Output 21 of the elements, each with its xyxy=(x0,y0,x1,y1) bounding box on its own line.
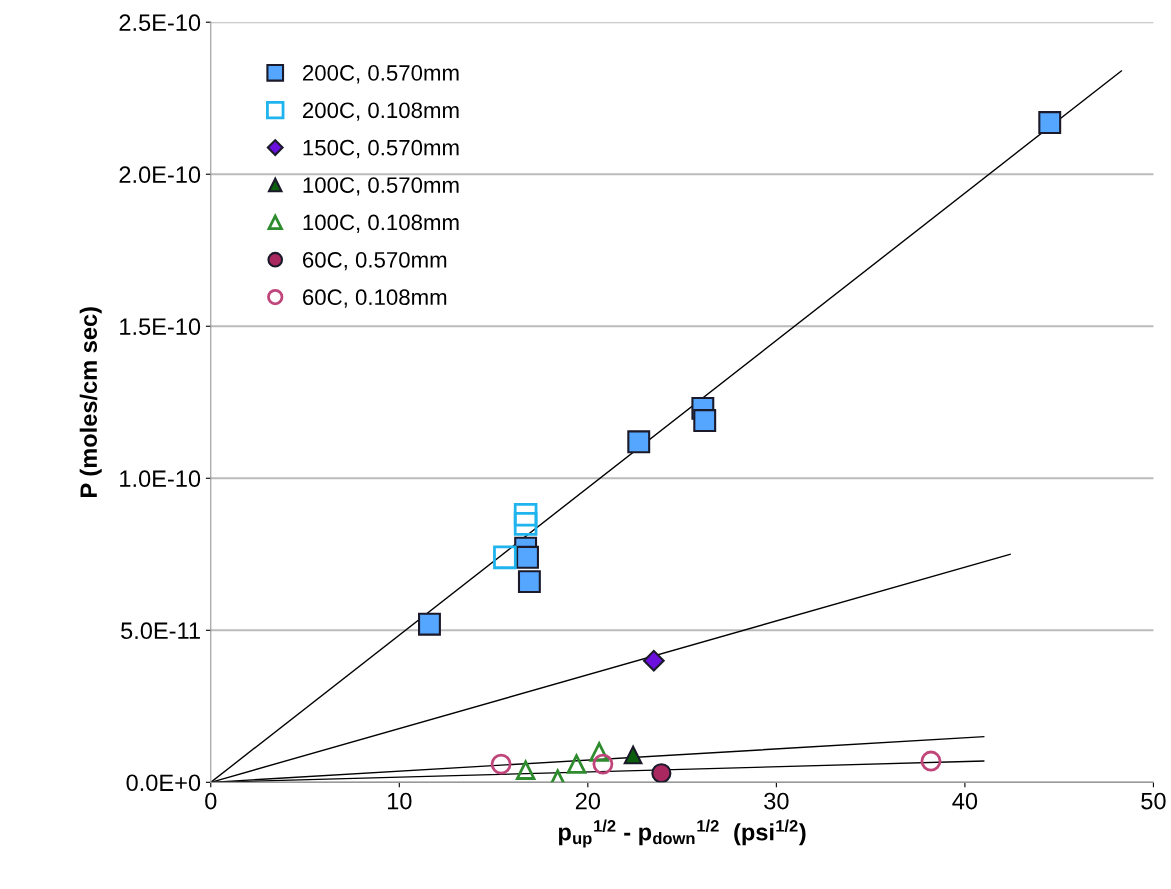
y-tick-label: 1.0E-10 xyxy=(120,470,201,488)
x-tick-label: 20 xyxy=(575,792,601,810)
y-tick-label: 0.0E+0 xyxy=(126,774,201,792)
legend-label: 150C, 0.570mm xyxy=(303,139,459,159)
x-tick-label: 30 xyxy=(764,792,789,810)
legend-label: 200C, 0.570mm xyxy=(303,65,459,84)
x-tick-label: 10 xyxy=(387,792,412,810)
legend-label: 100C, 0.570mm xyxy=(303,177,459,196)
x-tick-label: 0 xyxy=(205,792,217,810)
legend-label: 60C, 0.108mm xyxy=(303,289,447,308)
y-tick-label: 1.5E-10 xyxy=(120,318,201,336)
y-tick-label: 5.0E-11 xyxy=(121,622,200,640)
x-tick-label: 50 xyxy=(1141,792,1166,810)
x-tick-label: 40 xyxy=(952,792,978,810)
y-tick-label: 2.0E-10 xyxy=(119,166,201,184)
text: p$_{up}$$^{1/2}$ - p$_{down}$$^{1/2}$ (psi$^{1/2}$) xyxy=(559,819,806,848)
y-tick-label: 2.5E-10 xyxy=(119,14,201,32)
y-axis-title: P (moles/cm sec) xyxy=(79,307,102,497)
legend-label: 60C, 0.570mm xyxy=(303,251,447,271)
legend-label: 100C, 0.108mm xyxy=(303,214,459,233)
legend-label: 200C, 0.108mm xyxy=(303,102,459,121)
